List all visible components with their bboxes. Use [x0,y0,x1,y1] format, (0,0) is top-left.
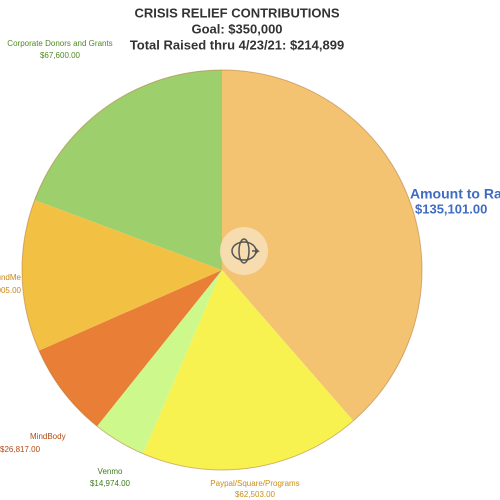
slice-label: Paypal/Square/Programs [210,479,299,488]
slice-label: MindBody [30,432,66,441]
pie-outline [21,69,423,471]
pie-slice [21,200,223,351]
chart-subtitle: Goal: $350,000 [191,21,282,36]
slice-label: Venmo [98,467,123,476]
chart-title: CRISIS RELIEF CONTRIBUTIONS [134,5,339,20]
value-label: $26,817.00 [0,445,41,454]
chart-subtitle: Total Raised thru 4/23/21: $214,899 [130,37,344,52]
pie [21,69,423,471]
pie-slice [222,70,422,421]
pie-slice [143,270,354,470]
value-label: $67,600.00 [40,51,81,60]
value-label: $135,101.00 [415,201,487,216]
pie-slice [34,70,223,270]
slice-label: Corporate Donors and Grants [7,39,112,48]
slice-label: GoFundMe [0,273,22,282]
pie-slice [38,270,222,427]
value-label: $62,503.00 [235,490,276,499]
value-label: $43,005.00 [0,286,22,295]
pie-slice [97,270,222,454]
slice-label: Amount to Raise [410,186,500,202]
labels: Amount to Raise$135,101.00 Paypal/Square/… [0,39,500,499]
value-label: $14,974.00 [90,479,131,488]
center-icon [220,227,268,275]
